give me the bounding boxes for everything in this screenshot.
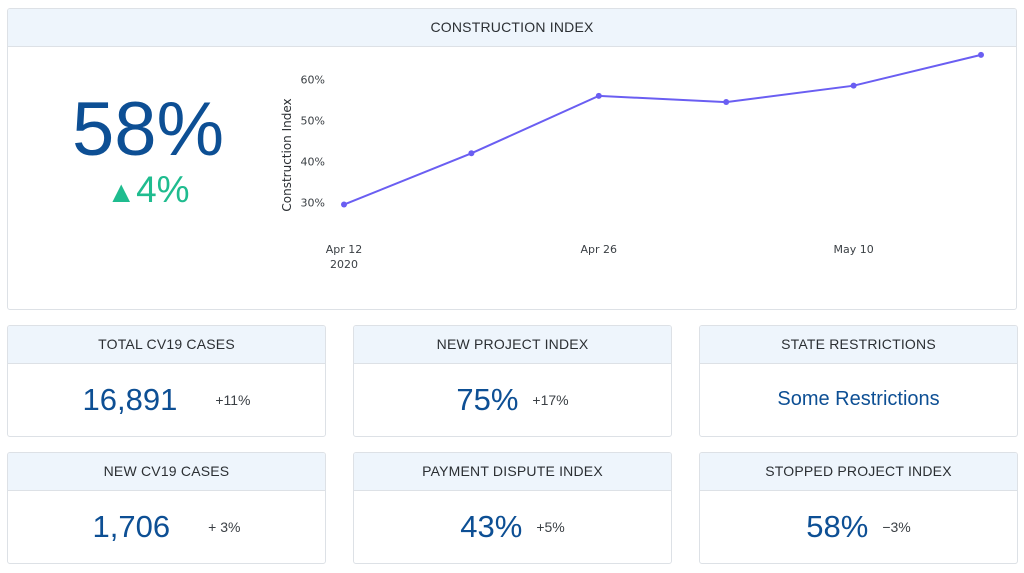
card-title: STOPPED PROJECT INDEX [700,453,1017,491]
data-point[interactable] [595,92,602,99]
y-tick-label: 60% [301,74,325,87]
stat-change: +17% [532,391,569,408]
stat-change: + 3% [208,518,241,535]
y-tick-label: 50% [301,115,325,128]
change-value: 4% [136,169,190,210]
construction-index-value: 58% [71,87,225,172]
construction-index-change: ▲4% [8,168,288,215]
total-cv19-cases-card: TOTAL CV19 CASES 16,891 +11% [7,325,326,437]
card-title: STATE RESTRICTIONS [700,326,1017,364]
stat-value: 75% [456,381,519,417]
y-axis-label: Construction Index [280,98,294,211]
series-points [341,51,984,208]
construction-index-card: CONSTRUCTION INDEX 58% ▲4% 30% 40% 50% 60% … [7,8,1017,310]
up-arrow-icon: ▲ [106,176,137,209]
card-title: NEW CV19 CASES [8,453,325,491]
card-title: NEW PROJECT INDEX [354,326,671,364]
stat-value: 58% [806,508,869,544]
payment-dispute-index-card: PAYMENT DISPUTE INDEX 43% +5% [353,452,672,564]
data-point[interactable] [341,201,347,208]
stat-value: 1,706 [92,508,171,544]
data-point[interactable] [468,150,475,157]
state-restrictions-card: STATE RESTRICTIONS Some Restrictions [699,325,1018,437]
new-project-index-card: NEW PROJECT INDEX 75% +17% [353,325,672,437]
stat-value: 43% [460,508,523,544]
x-tick-label: Apr 12 [326,243,363,256]
card-title: TOTAL CV19 CASES [8,326,325,364]
x-axis: Apr 12 2020 Apr 26 May 10 [326,243,874,271]
stat-change: +5% [536,518,565,535]
construction-index-chart: 30% 40% 50% 60% Apr 12 2020 Apr 26 May 10 Cons… [280,51,984,271]
stat-value: 16,891 [82,381,178,417]
x-tick-sublabel: 2020 [330,258,358,271]
series-line [343,53,982,206]
y-tick-label: 30% [301,197,325,210]
construction-index-summary: 58% ▲4% [8,46,288,309]
card-title: PAYMENT DISPUTE INDEX [354,453,671,491]
y-axis: 30% 40% 50% 60% [301,74,325,210]
data-point[interactable] [850,82,857,89]
new-cv19-cases-card: NEW CV19 CASES 1,706 + 3% [7,452,326,564]
y-tick-label: 40% [301,156,325,169]
x-tick-label: Apr 26 [581,243,618,256]
stopped-project-index-card: STOPPED PROJECT INDEX 58% −3% [699,452,1018,564]
data-point[interactable] [723,99,730,106]
x-tick-label: May 10 [833,243,873,256]
restrictions-status: Some Restrictions [777,388,940,410]
data-point[interactable] [978,51,984,58]
stat-change: −3% [882,518,911,535]
card-title: CONSTRUCTION INDEX [8,9,1016,47]
stat-change: +11% [215,391,251,408]
